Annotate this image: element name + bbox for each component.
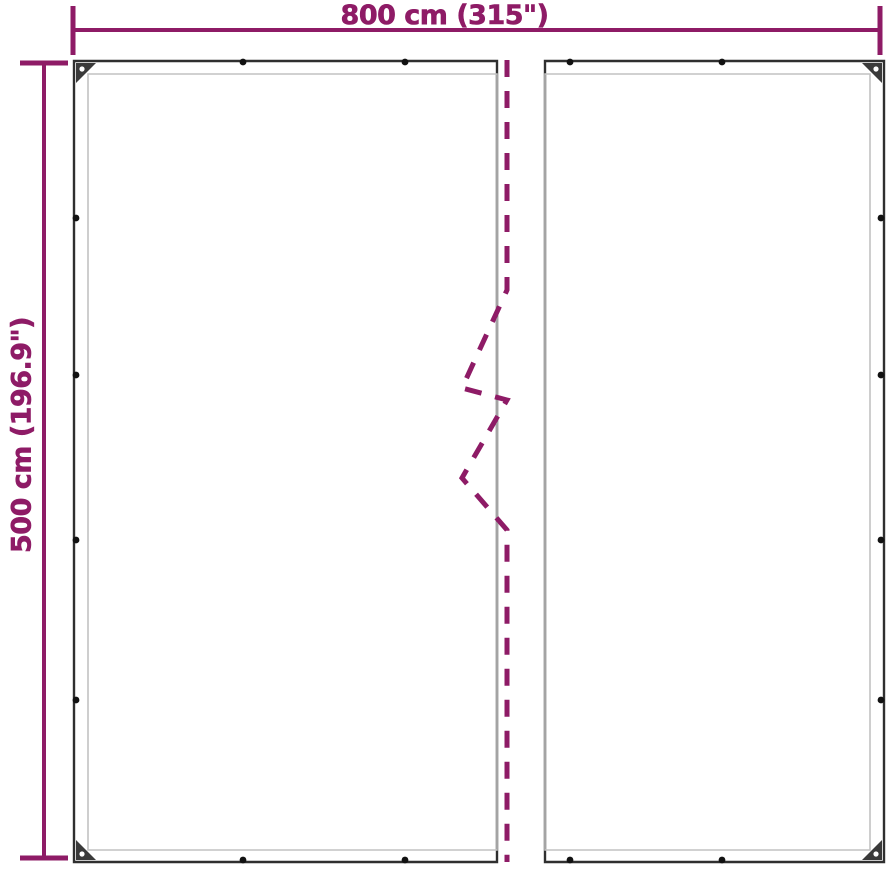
left-panel: [72, 59, 499, 864]
grommet: [566, 856, 574, 864]
zigzag-break-line: [458, 60, 511, 862]
grommet: [566, 58, 574, 66]
grommet: [877, 536, 885, 544]
height-dimension-line: [20, 60, 68, 861]
grommet: [877, 371, 885, 379]
grommet: [72, 536, 80, 544]
grommet: [718, 58, 726, 66]
height-dimension-label-wrapper: 500 cm (196.9"): [0, 0, 44, 870]
width-dimension-label: 800 cm (315"): [340, 0, 549, 31]
grommet: [877, 696, 885, 704]
width-dimension-line: [70, 6, 883, 55]
grommet: [877, 214, 885, 222]
grommet: [72, 696, 80, 704]
grommet: [239, 856, 247, 864]
right-panel: [543, 59, 886, 864]
grommet: [72, 371, 80, 379]
grommet: [718, 856, 726, 864]
grommet: [401, 58, 409, 66]
grommet: [401, 856, 409, 864]
grommet-group: [72, 58, 885, 864]
height-dimension-label: 500 cm (196.9"): [6, 317, 38, 554]
grommet: [72, 214, 80, 222]
grommet: [239, 58, 247, 66]
